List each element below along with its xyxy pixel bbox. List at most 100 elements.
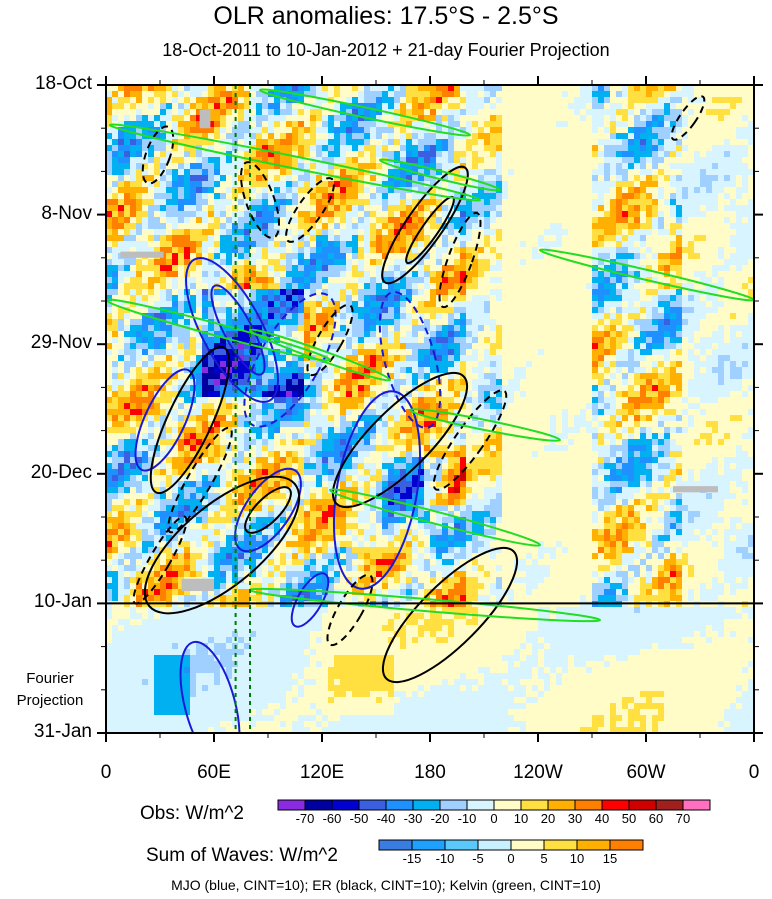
- y-tick-label: 29-Nov: [30, 332, 92, 354]
- chart-subtitle: 18-Oct-2011 to 10-Jan-2012 + 21-day Four…: [162, 40, 610, 60]
- obs-colorbar-box: [331, 799, 360, 811]
- er-contour: [381, 165, 469, 285]
- y-tick-label: 10-Jan: [33, 591, 92, 613]
- waves-colorbar-box: [477, 839, 512, 851]
- missing-data-patch: [120, 251, 164, 258]
- fourier-projection-label: Fourier Projection: [0, 668, 100, 712]
- obs-colorbar-level-label: 30: [567, 811, 583, 826]
- er-contour: [244, 486, 292, 534]
- x-tick-label: 120W: [513, 762, 563, 783]
- obs-colorbar-level-label: 10: [513, 811, 529, 826]
- obs-colorbar-box: [520, 799, 549, 811]
- missing-data-patch: [181, 578, 214, 592]
- obs-colorbar-level-label: -40: [376, 811, 396, 826]
- waves-colorbar-box: [378, 839, 413, 851]
- fourier-label-line-2: Projection: [16, 692, 84, 709]
- x-tick-label: 0: [748, 762, 760, 783]
- obs-colorbar-box: [493, 799, 522, 811]
- er-contour: [149, 345, 231, 495]
- missing-data-patch: [199, 109, 211, 129]
- er-contour: [143, 475, 301, 615]
- x-tick-label: 180: [414, 762, 446, 783]
- er-contour: [306, 303, 354, 377]
- y-tick-label: 31-Jan: [33, 721, 92, 742]
- obs-colorbar-level-label: 60: [648, 811, 664, 826]
- obs-colorbar-level-label: -70: [295, 811, 315, 826]
- obs-colorbar-box: [628, 799, 657, 811]
- waves-colorbar-level-label: 0: [507, 851, 515, 866]
- obs-colorbar-box: [574, 799, 603, 811]
- chart-footer: MJO (blue, CINT=10); ER (black, CINT=10)…: [171, 877, 601, 893]
- waves-colorbar-level-label: 5: [540, 851, 548, 866]
- y-tick-label: 18-Oct: [34, 73, 92, 94]
- obs-colorbar-level-label: 0: [490, 811, 498, 826]
- mjo-contour: [134, 368, 196, 472]
- kelvin-contour: [378, 158, 502, 192]
- waves-colorbar-box: [411, 839, 446, 851]
- obs-colorbar-level-label: -20: [430, 811, 450, 826]
- chart-title: OLR anomalies: 17.5°S - 2.5°S: [213, 2, 559, 30]
- y-tick-label: 20-Dec: [30, 461, 92, 483]
- er-contour: [438, 211, 482, 309]
- obs-colorbar-box: [466, 799, 495, 811]
- obs-colorbar-level-label: -30: [403, 811, 423, 826]
- obs-colorbar-box: [358, 799, 387, 811]
- er-contour: [167, 426, 233, 534]
- obs-colorbar-level-label: -50: [349, 811, 369, 826]
- obs-colorbar-box: [304, 799, 333, 811]
- obs-colorbar-level-label: -10: [457, 811, 477, 826]
- x-tick-label: 60E: [197, 762, 231, 783]
- obs-colorbar-level-label: -60: [322, 811, 342, 826]
- obs-colorbar-level-label: 70: [675, 811, 691, 826]
- y-tick-label: 8-Nov: [41, 202, 92, 224]
- x-tick-label: 60W: [626, 762, 666, 783]
- waves-colorbar-level-label: 15: [602, 851, 618, 866]
- kelvin-contour: [108, 123, 482, 202]
- obs-colorbar-level-label: 20: [540, 811, 556, 826]
- obs-colorbar-level-label: 40: [594, 811, 610, 826]
- waves-colorbar-title: Sum of Waves: W/m^2: [146, 845, 338, 866]
- mjo-contour: [332, 390, 422, 590]
- waves-colorbar-level-label: -10: [435, 851, 455, 866]
- er-contour: [670, 95, 706, 141]
- waves-colorbar-box: [543, 839, 578, 851]
- obs-colorbar-level-label: 50: [621, 811, 637, 826]
- heatmap-field: [106, 85, 754, 733]
- x-tick-label: 0: [100, 762, 112, 783]
- missing-data-patch: [673, 486, 718, 493]
- er-contour: [240, 161, 280, 239]
- obs-colorbar-box: [655, 799, 684, 811]
- kelvin-contour: [328, 488, 542, 547]
- obs-colorbar-box: [412, 799, 441, 811]
- er-contour: [381, 546, 519, 684]
- obs-colorbar-box: [439, 799, 468, 811]
- obs-colorbar-box: [682, 799, 711, 811]
- mjo-contour: [234, 467, 302, 553]
- obs-colorbar-box: [547, 799, 576, 811]
- mjo-contour: [179, 640, 241, 733]
- mjo-contour: [185, 256, 279, 404]
- fourier-label-line-1: Fourier: [26, 670, 74, 687]
- mjo-contour: [210, 284, 266, 376]
- obs-colorbar-box: [601, 799, 630, 811]
- obs-colorbar-box: [277, 799, 306, 811]
- waves-colorbar-box: [609, 839, 644, 851]
- waves-colorbar-box: [444, 839, 479, 851]
- er-contour: [141, 125, 175, 185]
- kelvin-contour: [248, 328, 392, 382]
- kelvin-contour: [106, 298, 332, 362]
- obs-colorbar-box: [385, 799, 414, 811]
- mjo-contour: [290, 572, 330, 628]
- waves-colorbar-level-label: -5: [472, 851, 484, 866]
- waves-colorbar-level-label: 10: [569, 851, 585, 866]
- er-contour: [285, 177, 335, 243]
- waves-colorbar-level-label: -15: [402, 851, 422, 866]
- er-contour: [331, 371, 469, 509]
- kelvin-contour: [408, 408, 562, 442]
- obs-colorbar-title: Obs: W/m^2: [140, 803, 244, 824]
- kelvin-contour: [258, 88, 472, 137]
- mjo-contour: [378, 291, 442, 429]
- waves-colorbar-box: [510, 839, 545, 851]
- x-tick-label: 120E: [299, 762, 345, 783]
